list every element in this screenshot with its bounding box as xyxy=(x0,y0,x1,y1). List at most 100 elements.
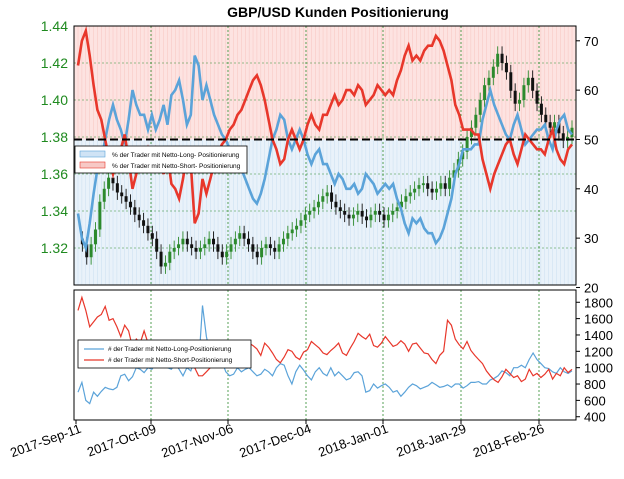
candle-body xyxy=(452,170,456,178)
candle-body xyxy=(539,103,543,115)
count-tick-label: 400 xyxy=(584,410,606,425)
candle-body xyxy=(212,238,216,245)
candle-body xyxy=(330,192,334,202)
candle-body xyxy=(347,214,351,219)
candle-body xyxy=(483,85,487,100)
candle-body xyxy=(544,114,548,123)
price-tick-label: 1.40 xyxy=(41,92,68,108)
legend-label-long: % der Trader mit Netto-Long- Positionier… xyxy=(112,152,240,159)
percent-tick-label: 20 xyxy=(584,280,598,295)
candle-body xyxy=(496,53,500,67)
candle-body xyxy=(334,201,338,208)
candle-body xyxy=(434,188,438,193)
candle-body xyxy=(321,196,325,202)
legend-box-bottom xyxy=(77,339,252,369)
candle-body xyxy=(277,244,281,252)
candle-body xyxy=(255,251,259,258)
count-tick-label: 1000 xyxy=(584,361,613,376)
candle-body xyxy=(111,177,115,184)
candle-body xyxy=(417,185,421,189)
price-tick-label: 1.34 xyxy=(41,203,68,219)
legend-label-short-count: # der Trader mit Netto-Short-Positionier… xyxy=(108,357,233,364)
price-tick-label: 1.32 xyxy=(41,240,68,256)
count-tick-label: 1800 xyxy=(584,295,613,310)
candle-body xyxy=(351,214,355,219)
candle-body xyxy=(181,238,185,245)
candle-body xyxy=(557,122,561,134)
candle-body xyxy=(325,192,329,197)
x-tick-label: 2017-Nov-06 xyxy=(159,421,235,461)
x-tick-label: 2018-Jan-01 xyxy=(316,421,390,460)
candle-body xyxy=(386,214,390,221)
price-tick-label: 1.36 xyxy=(41,166,68,182)
candle-body xyxy=(500,53,504,63)
candle-body xyxy=(518,100,522,104)
price-panel-legend: % der Trader mit Netto-Long- Positionier… xyxy=(74,145,248,174)
candle-body xyxy=(378,211,382,215)
candle-body xyxy=(238,233,242,239)
candle-body xyxy=(98,201,102,230)
candle-body xyxy=(548,122,552,128)
candle-body xyxy=(526,77,530,86)
candle-body xyxy=(312,207,316,211)
candle-body xyxy=(408,192,412,197)
price-tick-label: 1.42 xyxy=(41,55,68,71)
count-tick-label: 1600 xyxy=(584,312,613,327)
legend-swatch-short xyxy=(79,161,106,169)
candle-body xyxy=(570,127,574,137)
candle-body xyxy=(491,66,495,78)
count-panel-frame xyxy=(73,289,577,421)
candle-body xyxy=(93,229,97,245)
candle-body xyxy=(281,238,285,245)
candle-body xyxy=(465,137,469,152)
candle-body xyxy=(246,238,250,245)
candle-body xyxy=(264,244,268,248)
legend-swatch-long xyxy=(79,150,106,158)
candle-body xyxy=(553,122,557,128)
legend-label-short: % der Trader mit Netto-Short- Positionie… xyxy=(112,163,241,170)
candle-body xyxy=(128,201,132,208)
legend-box xyxy=(74,145,248,174)
candle-body xyxy=(225,251,229,258)
price-panel-frame xyxy=(73,25,577,286)
candle-body xyxy=(137,214,141,221)
candle-body xyxy=(365,216,369,221)
candle-body xyxy=(303,214,307,221)
price-tick-label: 1.44 xyxy=(41,18,68,34)
percent-tick-label: 30 xyxy=(584,231,598,246)
candle-body xyxy=(163,262,167,267)
candle-body xyxy=(155,238,159,252)
candle-body xyxy=(513,90,517,104)
candle-body xyxy=(260,248,264,258)
percent-axis-right: 20 30 40 50 60 70 xyxy=(576,34,598,295)
candle-body xyxy=(443,183,447,189)
candle-body xyxy=(229,244,233,252)
candle-body xyxy=(421,183,425,186)
candle-body xyxy=(102,188,106,202)
x-axis-labels: 2017-Sep-11 2017-Oct-09 2017-Nov-06 2017-De… xyxy=(8,420,546,461)
candle-body xyxy=(286,233,290,239)
x-tick-label: 2017-Sep-11 xyxy=(8,421,83,460)
candle-body xyxy=(273,248,277,252)
percent-tick-label: 50 xyxy=(584,132,598,147)
candle-body xyxy=(190,244,194,248)
percent-tick-label: 70 xyxy=(584,34,598,49)
candle-body xyxy=(404,196,408,202)
price-axis-left: 1.32 1.34 1.36 1.38 1.40 1.42 1.44 xyxy=(41,18,68,256)
candle-body xyxy=(395,207,399,211)
candle-body xyxy=(430,188,434,193)
candle-body xyxy=(251,244,255,252)
candle-body xyxy=(426,183,430,189)
candle-body xyxy=(133,207,137,215)
candle-body xyxy=(531,77,535,91)
long-percent-line xyxy=(76,55,574,253)
price-candles xyxy=(80,46,574,274)
candle-body xyxy=(356,211,360,215)
candle-body xyxy=(391,211,395,215)
count-tick-label: 1400 xyxy=(584,328,613,343)
candle-body xyxy=(338,207,342,211)
candle-body xyxy=(308,211,312,215)
